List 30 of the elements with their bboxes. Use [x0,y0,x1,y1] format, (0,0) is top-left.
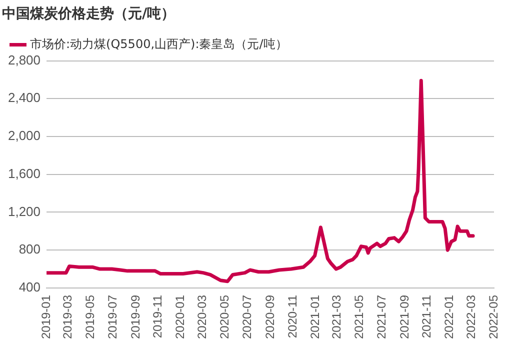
y-tick-label: 1,600 [8,166,41,181]
x-tick-label: 2021-07 [374,294,388,340]
x-tick-label: 2021-01 [308,294,322,340]
x-tick-label: 2019-05 [83,294,97,340]
legend-label: 市场价:动力煤(Q5500,山西产):秦皇岛（元/吨） [30,36,288,51]
x-tick-label: 2020-05 [218,294,232,340]
x-tick-label: 2020-11 [285,294,300,338]
x-tick-label: 2021-09 [397,294,412,340]
x-tick-label: 2022-01 [442,294,456,340]
y-tick-label: 2,800 [8,52,41,68]
x-tick-label: 2019-07 [105,294,120,340]
y-tick-label: 800 [18,242,41,257]
x-tick-label: 2021-11 [420,294,434,338]
x-tick-label: 2019-11 [150,294,165,338]
y-tick-label: 400 [18,280,41,295]
x-tick-label: 2021-03 [330,294,344,340]
x-tick-label: 2021-05 [352,294,366,340]
y-tick-label: 2,000 [8,128,41,144]
x-tick-label: 2022-05 [486,294,500,340]
x-tick-label: 2022-03 [464,294,478,340]
chart-title: 中国煤炭价格走势（元/吨） [2,6,176,22]
x-tick-label: 2019-09 [128,294,142,340]
x-tick-label: 2020-01 [173,294,188,340]
x-tick-label: 2019-03 [60,294,75,340]
x-tick-label: 2020-07 [240,294,254,340]
x-tick-label: 2020-03 [195,294,210,340]
x-tick-label: 2019-01 [38,294,53,340]
y-tick-label: 2,400 [8,90,41,106]
y-tick-label: 1,200 [8,204,41,219]
x-tick-label: 2020-09 [262,294,277,340]
